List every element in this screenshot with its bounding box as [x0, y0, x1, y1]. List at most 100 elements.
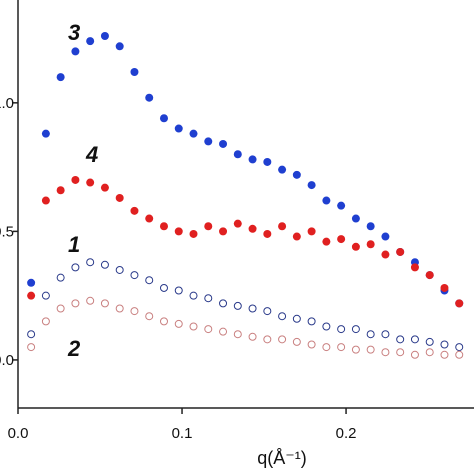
point — [71, 263, 80, 272]
point — [307, 317, 316, 326]
point — [425, 348, 434, 357]
point — [145, 276, 154, 285]
point — [322, 196, 331, 205]
point — [130, 206, 139, 215]
point — [440, 350, 449, 359]
x-axis-label: q(Å⁻¹) — [257, 448, 307, 468]
point — [337, 325, 346, 334]
point — [233, 219, 242, 228]
point — [263, 335, 272, 344]
point — [381, 232, 390, 241]
point — [115, 265, 124, 274]
point — [189, 229, 198, 238]
point — [366, 345, 375, 354]
point — [248, 155, 257, 164]
point — [100, 260, 109, 269]
point — [219, 227, 228, 236]
point — [396, 247, 405, 256]
point — [366, 330, 375, 339]
point — [233, 301, 242, 310]
point — [56, 304, 65, 313]
point — [410, 263, 419, 272]
point — [248, 332, 257, 341]
point — [86, 258, 95, 267]
point — [219, 327, 228, 336]
point — [204, 325, 213, 334]
point — [115, 193, 124, 202]
point — [263, 229, 272, 238]
point — [189, 322, 198, 331]
point — [130, 67, 139, 76]
point — [189, 129, 198, 138]
point — [351, 214, 360, 223]
point — [71, 299, 80, 308]
point — [86, 37, 95, 46]
point — [322, 343, 331, 352]
series-label: 3 — [68, 20, 80, 45]
point — [337, 343, 346, 352]
point — [381, 348, 390, 357]
point — [292, 232, 301, 241]
point — [233, 330, 242, 339]
point — [204, 294, 213, 303]
point — [159, 317, 168, 326]
point — [233, 150, 242, 159]
point — [455, 350, 464, 359]
point — [337, 201, 346, 210]
point — [410, 350, 419, 359]
point — [204, 222, 213, 231]
point — [115, 304, 124, 313]
point — [263, 307, 272, 316]
point — [425, 337, 434, 346]
point — [174, 286, 183, 295]
point — [410, 335, 419, 344]
point — [366, 222, 375, 231]
point — [41, 291, 50, 300]
y-tick-label: 0.0 — [0, 352, 14, 369]
point — [351, 325, 360, 334]
y-tick-label: 1.0 — [0, 95, 14, 112]
point — [307, 340, 316, 349]
series-label: 4 — [85, 142, 98, 167]
point — [145, 93, 154, 102]
point — [322, 237, 331, 246]
point — [440, 340, 449, 349]
point — [278, 312, 287, 321]
point — [100, 299, 109, 308]
point — [425, 271, 434, 280]
point — [41, 317, 50, 326]
point — [174, 227, 183, 236]
point — [41, 196, 50, 205]
point — [292, 170, 301, 179]
point — [189, 291, 198, 300]
point — [56, 186, 65, 195]
point — [174, 319, 183, 328]
point — [86, 296, 95, 305]
point — [159, 114, 168, 123]
point — [278, 165, 287, 174]
point — [307, 181, 316, 190]
point — [27, 278, 36, 287]
point — [71, 47, 80, 56]
point — [381, 330, 390, 339]
point — [322, 322, 331, 331]
point — [219, 139, 228, 148]
point — [130, 307, 139, 316]
point — [27, 291, 36, 300]
x-tick-label: 0.2 — [336, 425, 357, 442]
point — [351, 345, 360, 354]
point — [159, 222, 168, 231]
point — [248, 224, 257, 233]
point — [100, 31, 109, 40]
point — [27, 330, 36, 339]
point — [337, 235, 346, 244]
point — [130, 271, 139, 280]
point — [27, 343, 36, 352]
point — [56, 73, 65, 82]
point — [381, 250, 390, 259]
point — [248, 304, 257, 313]
point — [115, 42, 124, 51]
x-tick-label: 0.0 — [8, 425, 29, 442]
series-label: 1 — [68, 232, 80, 257]
